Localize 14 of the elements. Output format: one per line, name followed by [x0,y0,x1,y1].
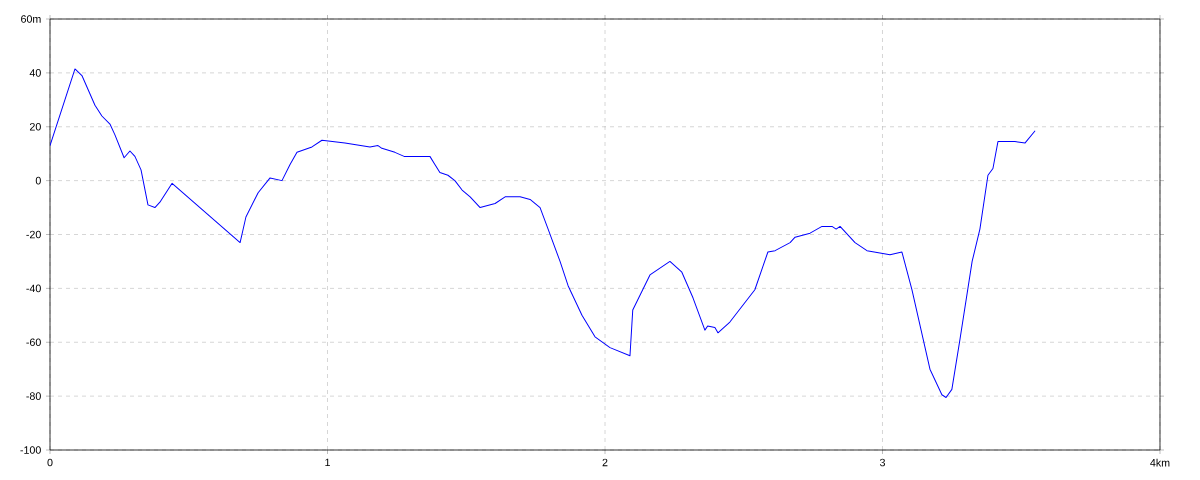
x-tick-label: 0 [47,458,53,467]
x-tick-label: 4km [1150,458,1170,467]
y-tick-label: 20 [29,122,41,131]
y-tick-label: -40 [26,284,41,293]
y-tick-label: 40 [29,69,41,77]
y-tick-label: -20 [26,230,41,239]
x-tick-label: 2 [602,458,608,467]
x-tick-label: 1 [325,458,330,467]
y-tick-label: -80 [26,392,41,400]
y-tick-label: -100 [20,446,41,454]
y-tick-label: 60m [21,15,41,23]
y-tick-label: -60 [26,338,41,347]
y-tick-label: 0 [35,176,41,185]
x-tick-label: 3 [879,458,885,467]
